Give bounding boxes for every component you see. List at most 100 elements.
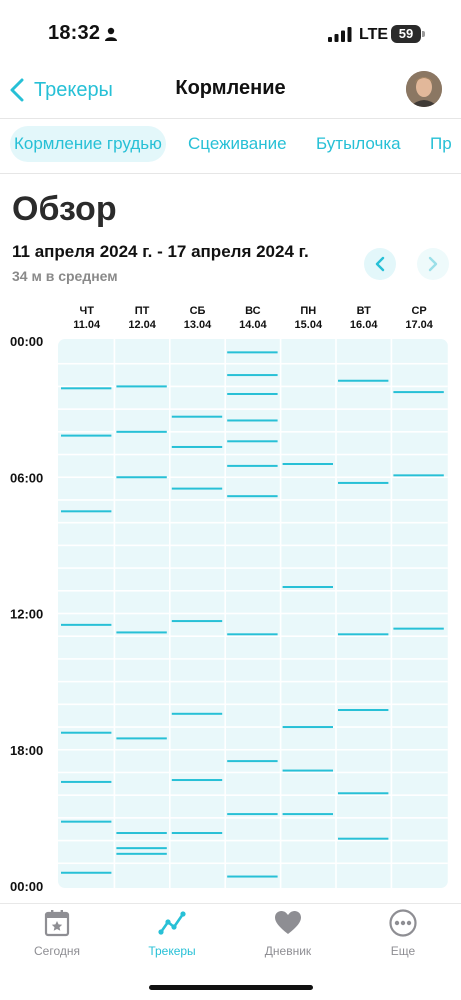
battery-icon: 59 bbox=[391, 25, 425, 43]
feeding-event-mark bbox=[393, 627, 444, 630]
day-weekday-label: ВТ bbox=[357, 305, 372, 317]
feeding-event-mark bbox=[227, 760, 278, 763]
hour-gridline bbox=[58, 385, 448, 388]
average-duration: 34 м в среднем bbox=[12, 268, 118, 284]
feeding-event-mark bbox=[338, 379, 389, 382]
hour-gridline bbox=[58, 544, 448, 547]
feeding-event-mark bbox=[116, 476, 167, 479]
feeding-event-mark bbox=[61, 623, 112, 626]
hour-gridline bbox=[58, 726, 448, 728]
day-date-label: 15.04 bbox=[295, 319, 323, 331]
y-tick-label: 12:00 bbox=[10, 607, 43, 622]
feeding-event-mark bbox=[227, 351, 278, 354]
overview-heading: Обзор bbox=[12, 190, 117, 228]
y-tick-label: 00:00 bbox=[10, 879, 43, 894]
hour-gridline bbox=[58, 567, 448, 569]
feeding-event-mark bbox=[61, 387, 112, 390]
y-tick-label: 00:00 bbox=[10, 334, 43, 349]
tabbar-label: Трекеры bbox=[148, 944, 196, 958]
network-type: LTE bbox=[359, 26, 389, 43]
feeding-event-mark bbox=[393, 391, 444, 394]
feeding-event-mark bbox=[171, 832, 223, 835]
feeding-event-mark bbox=[227, 633, 278, 636]
calendar-star-icon bbox=[44, 910, 70, 937]
hour-gridline bbox=[58, 817, 448, 819]
feeding-event-mark bbox=[171, 620, 223, 623]
feeding-event-mark bbox=[227, 374, 278, 377]
hour-gridline bbox=[58, 862, 448, 865]
tab-bottle[interactable]: Бутылочка bbox=[316, 134, 401, 153]
feeding-event-mark bbox=[61, 871, 112, 874]
next-week-button[interactable] bbox=[417, 248, 449, 280]
feeding-event-mark bbox=[282, 769, 333, 772]
feeding-event-mark bbox=[338, 792, 389, 795]
feeding-event-mark bbox=[338, 709, 389, 712]
previous-week-button[interactable] bbox=[364, 248, 396, 280]
feeding-event-mark bbox=[338, 633, 389, 636]
more-dots-icon bbox=[389, 909, 417, 937]
hour-gridline bbox=[58, 748, 448, 751]
tabbar-label: Дневник bbox=[264, 944, 312, 958]
hour-gridline bbox=[58, 476, 448, 479]
hour-gridline bbox=[58, 408, 448, 410]
avatar[interactable] bbox=[406, 71, 442, 107]
feeding-event-mark bbox=[171, 779, 223, 782]
feeding-type-tabs: Кормление грудью Сцеживание Бутылочка Пр bbox=[0, 124, 461, 170]
day-date-label: 12.04 bbox=[128, 319, 156, 331]
feeding-event-mark bbox=[116, 385, 167, 388]
feeding-event-mark bbox=[282, 586, 333, 589]
feeding-event-mark bbox=[171, 712, 223, 715]
hour-gridline bbox=[58, 635, 448, 638]
hour-gridline bbox=[58, 703, 448, 706]
feeding-event-mark bbox=[61, 820, 112, 823]
tabbar-more[interactable]: Еще bbox=[358, 908, 448, 958]
status-time: 18:32 bbox=[48, 22, 101, 44]
tabbar-diary[interactable]: Дневник bbox=[243, 908, 333, 958]
home-indicator bbox=[149, 985, 313, 990]
battery-level: 59 bbox=[391, 25, 421, 43]
hour-gridline bbox=[58, 794, 448, 796]
day-date-label: 13.04 bbox=[184, 319, 212, 331]
feeding-event-mark bbox=[116, 852, 167, 855]
tabbar-today[interactable]: Сегодня bbox=[12, 908, 102, 958]
feeding-event-mark bbox=[227, 440, 278, 443]
person-icon bbox=[105, 27, 117, 41]
hour-gridline bbox=[58, 362, 448, 365]
date-range: 11 апреля 2024 г. - 17 апреля 2024 г. bbox=[12, 242, 309, 261]
feeding-event-mark bbox=[61, 731, 112, 734]
cellular-signal-icon bbox=[328, 27, 352, 42]
feeding-week-chart: ЧТ 11.04 ПТ 12.04 СБ 13.04 ВС 14.04 ПН 15.04 ВТ 16.… bbox=[10, 305, 448, 894]
tab-pumping[interactable]: Сцеживание bbox=[188, 134, 287, 153]
feeding-event-mark bbox=[338, 837, 389, 840]
day-weekday-label: ПТ bbox=[135, 305, 150, 317]
y-tick-label: 06:00 bbox=[10, 470, 43, 485]
feeding-event-mark bbox=[338, 481, 389, 484]
feeding-event-mark bbox=[171, 415, 223, 418]
hour-gridline bbox=[58, 658, 448, 660]
chevron-left-icon bbox=[10, 78, 24, 102]
day-weekday-label: ВС bbox=[245, 305, 261, 317]
feeding-event-mark bbox=[171, 445, 223, 448]
feeding-event-mark bbox=[227, 392, 278, 395]
day-date-label: 14.04 bbox=[239, 319, 267, 331]
tabbar-trackers[interactable]: Трекеры bbox=[127, 908, 217, 958]
hour-gridline bbox=[58, 453, 448, 456]
chevron-right-icon bbox=[428, 256, 438, 272]
hour-gridline bbox=[58, 680, 448, 683]
y-tick-label: 18:00 bbox=[10, 743, 43, 758]
tab-more[interactable]: Пр bbox=[430, 134, 452, 153]
hour-gridline bbox=[58, 431, 448, 433]
heart-icon bbox=[275, 911, 301, 934]
feeding-event-mark bbox=[227, 813, 278, 816]
feeding-event-mark bbox=[282, 813, 333, 816]
day-weekday-label: ЧТ bbox=[79, 305, 94, 317]
feeding-event-mark bbox=[116, 832, 167, 835]
tab-breastfeeding[interactable]: Кормление грудью bbox=[10, 126, 166, 162]
hour-gridline bbox=[58, 521, 448, 524]
feeding-event-mark bbox=[282, 726, 333, 729]
back-button[interactable]: Трекеры bbox=[8, 76, 113, 104]
day-weekday-label: СБ bbox=[190, 305, 206, 317]
feeding-event-mark bbox=[116, 847, 167, 850]
day-date-label: 17.04 bbox=[405, 319, 433, 331]
hour-gridline bbox=[58, 589, 448, 592]
